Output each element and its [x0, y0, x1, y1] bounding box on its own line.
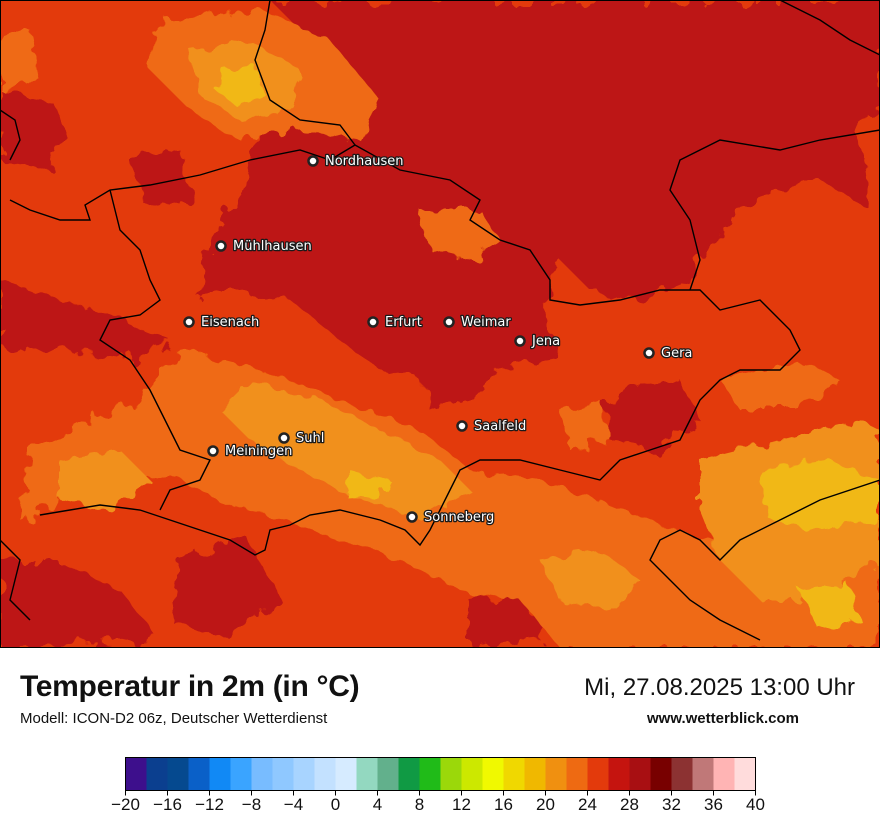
city-sonneberg[interactable]: Sonneberg	[406, 509, 496, 526]
legend-swatch	[671, 757, 694, 791]
field-18-20	[215, 65, 880, 630]
legend-swatch	[146, 757, 169, 791]
model-info: Modell: ICON-D2 06z, Deutscher Wetterdie…	[20, 710, 328, 727]
city-label: Erfurt	[385, 315, 422, 330]
legend-tick-label: 20	[536, 795, 555, 814]
city-muehlhausen[interactable]: Mühlhausen	[215, 238, 313, 255]
city-dot	[183, 316, 195, 328]
legend-swatch	[608, 757, 631, 791]
legend-tick-label: 0	[331, 795, 340, 814]
legend-tick-label: 36	[704, 795, 723, 814]
city-eisenach[interactable]: Eisenach	[183, 314, 261, 331]
legend-swatch	[335, 757, 358, 791]
city-label: Suhl	[296, 431, 324, 446]
legend-tick-label: 28	[620, 795, 639, 814]
legend-frame	[125, 757, 756, 791]
color-legend: −20 −16 −12 −8 −4 0 4 8 12 16 20 24 28 32 36 40	[111, 757, 765, 814]
legend-swatch	[734, 757, 757, 791]
legend-swatch	[482, 757, 505, 791]
city-label: Nordhausen	[325, 154, 404, 169]
legend-tick-label: −8	[242, 795, 261, 814]
city-erfurt[interactable]: Erfurt	[367, 314, 423, 331]
legend-ticks: −20 −16 −12 −8 −4 0 4 8 12 16 20 24 28 32 36 40	[111, 790, 765, 814]
legend-swatch	[566, 757, 589, 791]
website-link[interactable]: www.wetterblick.com	[647, 710, 799, 727]
legend-swatch	[272, 757, 295, 791]
legend-tick-label: −20	[111, 795, 140, 814]
legend-swatch	[419, 757, 442, 791]
legend-swatch	[251, 757, 274, 791]
city-dot	[307, 155, 319, 167]
legend-swatch	[524, 757, 547, 791]
forecast-datetime: Mi, 27.08.2025 13:00 Uhr	[584, 674, 855, 701]
city-meiningen[interactable]: Meiningen	[207, 443, 294, 460]
city-weimar[interactable]: Weimar	[443, 314, 513, 331]
legend-tick-label: 4	[373, 795, 382, 814]
city-markers: Nordhausen Mühlhausen Eisenach Erfurt We…	[183, 153, 694, 526]
city-label: Jena	[531, 334, 560, 349]
city-label: Eisenach	[201, 315, 259, 330]
legend-swatch	[692, 757, 715, 791]
city-nordhausen[interactable]: Nordhausen	[307, 153, 405, 170]
city-dot	[367, 316, 379, 328]
state-borders	[0, 0, 880, 641]
map-title: Temperatur in 2m (in °C)	[20, 670, 360, 703]
legend-swatch	[230, 757, 253, 791]
legend-tick-label: 16	[494, 795, 513, 814]
city-dot	[278, 432, 290, 444]
city-suhl[interactable]: Suhl	[278, 430, 326, 447]
city-jena[interactable]: Jena	[514, 333, 561, 350]
legend-tick-label: −4	[284, 795, 303, 814]
city-dot	[456, 420, 468, 432]
city-label: Gera	[661, 346, 692, 361]
city-label: Meiningen	[225, 444, 292, 459]
legend-swatch	[629, 757, 652, 791]
city-gera[interactable]: Gera	[643, 345, 694, 362]
legend-tick-label: 8	[415, 795, 424, 814]
city-dot	[207, 445, 219, 457]
legend-swatches	[125, 757, 757, 791]
legend-swatch	[440, 757, 463, 791]
legend-swatch	[314, 757, 337, 791]
city-dot	[443, 316, 455, 328]
city-dot	[514, 335, 526, 347]
city-label: Weimar	[461, 315, 511, 330]
city-dot	[643, 347, 655, 359]
temperature-map: Nordhausen Mühlhausen Eisenach Erfurt We…	[0, 0, 880, 648]
legend-swatch	[377, 757, 400, 791]
legend-swatch	[188, 757, 211, 791]
legend-tick-label: 40	[746, 795, 765, 814]
legend-tick-label: 12	[452, 795, 471, 814]
legend-swatch	[209, 757, 232, 791]
legend-swatch	[356, 757, 379, 791]
legend-tick-label: −12	[195, 795, 224, 814]
legend-swatch	[125, 757, 148, 791]
city-label: Sonneberg	[424, 510, 494, 525]
legend-tick-label: 24	[578, 795, 597, 814]
city-label: Saalfeld	[474, 419, 526, 434]
legend-tick-label: 32	[662, 795, 681, 814]
city-dot	[215, 240, 227, 252]
city-label: Mühlhausen	[233, 239, 312, 254]
legend-swatch	[713, 757, 736, 791]
legend-swatch	[650, 757, 673, 791]
legend-swatch	[503, 757, 526, 791]
legend-swatch	[167, 757, 190, 791]
legend-swatch	[461, 757, 484, 791]
legend-swatch	[398, 757, 421, 791]
city-saalfeld[interactable]: Saalfeld	[456, 418, 528, 435]
legend-tick-label: −16	[153, 795, 182, 814]
legend-swatch	[587, 757, 610, 791]
legend-swatch	[293, 757, 316, 791]
temperature-field	[0, 0, 880, 648]
city-dot	[406, 511, 418, 523]
legend-swatch	[545, 757, 568, 791]
